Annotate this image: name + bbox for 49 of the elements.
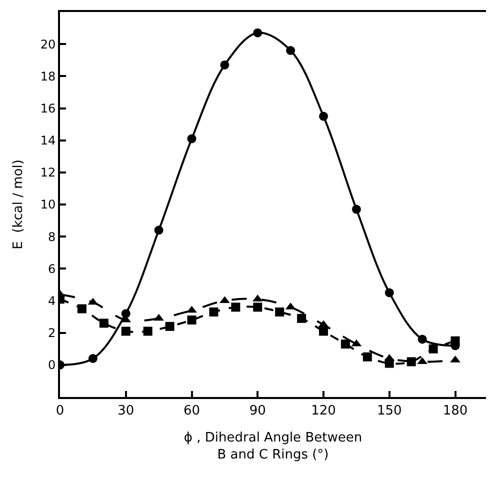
point: [340, 340, 350, 349]
point: [297, 314, 306, 323]
point: [186, 306, 197, 313]
point: [165, 322, 174, 331]
point: [275, 307, 284, 316]
point: [121, 309, 130, 318]
y-tick-label: 0: [48, 358, 56, 372]
point: [418, 334, 427, 344]
x-tick-label: 90: [249, 404, 266, 419]
y-tick-label: 18: [40, 69, 56, 84]
y-tick-label: 2: [48, 326, 56, 340]
y-tick-label: 12: [40, 166, 56, 180]
point: [209, 307, 218, 316]
point: [253, 302, 262, 312]
x-tick-label: 150: [376, 404, 402, 419]
point: [362, 352, 372, 362]
y-tick-label: 4: [48, 294, 56, 308]
x-tick-label: 30: [118, 404, 134, 419]
point: [352, 204, 361, 214]
y-tick-label: 20: [40, 37, 56, 52]
x-tick-label: 120: [311, 404, 336, 419]
x-tick-label: 180: [442, 404, 468, 419]
point: [319, 326, 328, 336]
point: [220, 60, 230, 70]
y-tick-label: 14: [40, 134, 56, 148]
point: [253, 28, 262, 38]
y-tick-label: 10: [40, 198, 56, 212]
point: [428, 344, 438, 354]
point: [121, 326, 130, 336]
point: [319, 112, 328, 121]
x-axis-title: ϕ , Dihedral Angle Between B and C Rings (°): [184, 430, 362, 463]
x-tick-label: 60: [183, 404, 200, 419]
point: [88, 354, 98, 363]
point: [143, 326, 152, 336]
point: [286, 46, 296, 55]
point: [231, 302, 240, 312]
y-tick-label: 6: [48, 262, 56, 276]
point: [187, 134, 196, 144]
point: [384, 358, 394, 368]
point: [99, 318, 108, 328]
y-tick-label: 16: [40, 101, 56, 116]
point: [77, 304, 86, 314]
y-tick-label: 8: [48, 230, 56, 244]
point: [154, 226, 164, 235]
point: [406, 357, 416, 366]
point: [450, 336, 460, 346]
point: [187, 316, 196, 324]
y-axis-title: E (kcal / mol): [10, 160, 26, 250]
point: [384, 288, 394, 298]
